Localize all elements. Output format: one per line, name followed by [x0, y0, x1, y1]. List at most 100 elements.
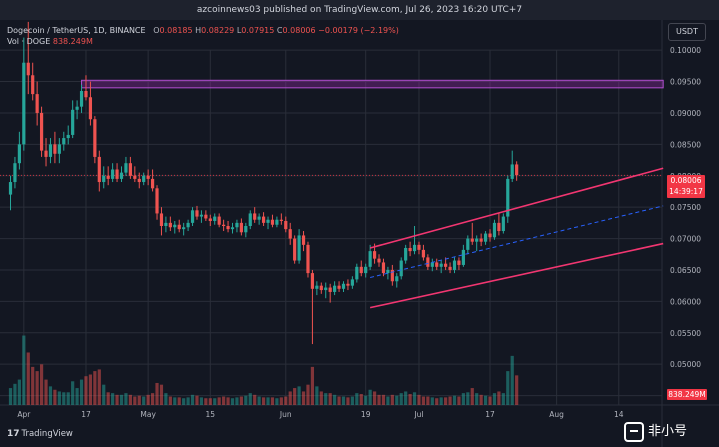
- chart-area[interactable]: 0.100000.095000.090000.085000.080000.075…: [0, 20, 719, 447]
- candle-body: [386, 269, 390, 274]
- candle-body: [79, 90, 84, 107]
- volume-bar: [288, 391, 292, 405]
- candle-body: [93, 119, 97, 157]
- volume-bar: [84, 376, 88, 405]
- candle-body: [470, 238, 474, 242]
- candle-body: [501, 216, 505, 232]
- price-tick-label: 0.06500: [670, 266, 701, 275]
- volume-bar: [390, 394, 394, 405]
- volume-bar: [515, 375, 519, 405]
- price-tick-label: 0.08500: [670, 140, 701, 149]
- volume-bar: [26, 352, 30, 405]
- channel-upper: [369, 167, 664, 249]
- time-tick-label: Apr: [17, 410, 31, 419]
- candle-body: [515, 164, 519, 176]
- candle-body: [337, 285, 341, 289]
- watermark: 非小号: [624, 420, 716, 444]
- channel-lower: [369, 242, 664, 309]
- channel-midline: [370, 205, 664, 278]
- candle-body: [53, 144, 57, 154]
- volume-bar: [164, 393, 168, 405]
- volume-bar: [44, 379, 48, 405]
- candle-body: [279, 219, 283, 221]
- volume-bar: [488, 396, 492, 405]
- candle-body: [479, 238, 483, 242]
- candle-body: [17, 144, 21, 164]
- close-value: 0.08006: [282, 26, 316, 35]
- volume-bar: [404, 391, 408, 405]
- volume-bar: [93, 371, 97, 405]
- volume-bar: [448, 396, 452, 405]
- candle-body: [341, 283, 346, 289]
- currency-button[interactable]: USDT: [668, 23, 706, 41]
- volume-bar: [88, 374, 93, 405]
- volume-bar: [244, 395, 248, 405]
- volume-bar: [319, 391, 323, 405]
- time-tick-label: 17: [485, 410, 495, 419]
- price-tick-label: 0.09000: [670, 109, 701, 118]
- volume-bar: [350, 396, 354, 405]
- tradingview-logo[interactable]: 17 TradingView: [7, 429, 73, 439]
- volume-bar: [137, 395, 141, 405]
- candle-body: [146, 175, 150, 179]
- volume-bar: [248, 393, 252, 405]
- price-tick-label: 0.07000: [670, 235, 701, 244]
- candlestick-chart[interactable]: 0.100000.095000.090000.085000.080000.075…: [0, 20, 719, 447]
- volume-bar: [275, 398, 279, 405]
- volume-bar: [173, 397, 177, 405]
- candle-body: [39, 112, 44, 151]
- volume-bar: [222, 396, 226, 405]
- candle-body: [62, 138, 66, 145]
- volume-bar: [364, 395, 368, 405]
- symbol-title[interactable]: Dogecoin / TetherUS, 1D, BINANCE: [7, 26, 146, 35]
- candle-body: [71, 109, 75, 135]
- volume-bar: [501, 393, 505, 405]
- candle-body: [124, 163, 128, 173]
- volume-label[interactable]: Vol · DOGE: [7, 37, 51, 46]
- low-value: 0.07915: [241, 26, 275, 35]
- close-label: C: [276, 26, 283, 35]
- candle-body: [142, 175, 146, 183]
- volume-bar: [106, 392, 110, 405]
- candle-body: [199, 214, 204, 217]
- volume-bar: [386, 396, 390, 405]
- volume-bar: [39, 364, 44, 405]
- volume-bar: [346, 397, 350, 405]
- watermark-text: 非小号: [648, 424, 688, 439]
- volume-bar: [270, 397, 275, 405]
- volume-bar: [146, 394, 150, 405]
- candle-body: [226, 226, 230, 230]
- volume-bar: [368, 389, 372, 405]
- volume-bar: [239, 396, 243, 405]
- volume-bar: [399, 393, 403, 405]
- high-label: H: [195, 26, 202, 35]
- volume-bar: [66, 392, 70, 405]
- candle-body: [399, 260, 403, 277]
- volume-bar: [483, 395, 488, 405]
- volume-bar: [230, 398, 235, 405]
- volume-bar: [182, 398, 186, 405]
- candle-body: [57, 144, 61, 154]
- candle-body: [372, 251, 377, 259]
- candle-body: [84, 90, 88, 98]
- volume-bar: [31, 366, 35, 405]
- candle-body: [377, 258, 381, 263]
- candle-body: [182, 227, 186, 230]
- volume-bar: [142, 396, 146, 405]
- candle-body: [204, 214, 208, 219]
- volume-bar: [439, 397, 443, 405]
- volume-bar: [359, 393, 363, 405]
- candle-body: [75, 106, 79, 110]
- volume-bar: [421, 396, 426, 405]
- volume-bar: [235, 397, 239, 405]
- price-tick-label: 0.07500: [670, 203, 701, 212]
- candle-body: [217, 216, 221, 225]
- volume-bar: [190, 394, 195, 405]
- candle-body: [497, 222, 501, 232]
- candle-body: [395, 276, 399, 282]
- volume-bar: [124, 393, 128, 405]
- candle-body: [404, 247, 408, 261]
- candle-body: [444, 263, 448, 267]
- volume-bar: [199, 397, 204, 405]
- candle-body: [270, 219, 275, 225]
